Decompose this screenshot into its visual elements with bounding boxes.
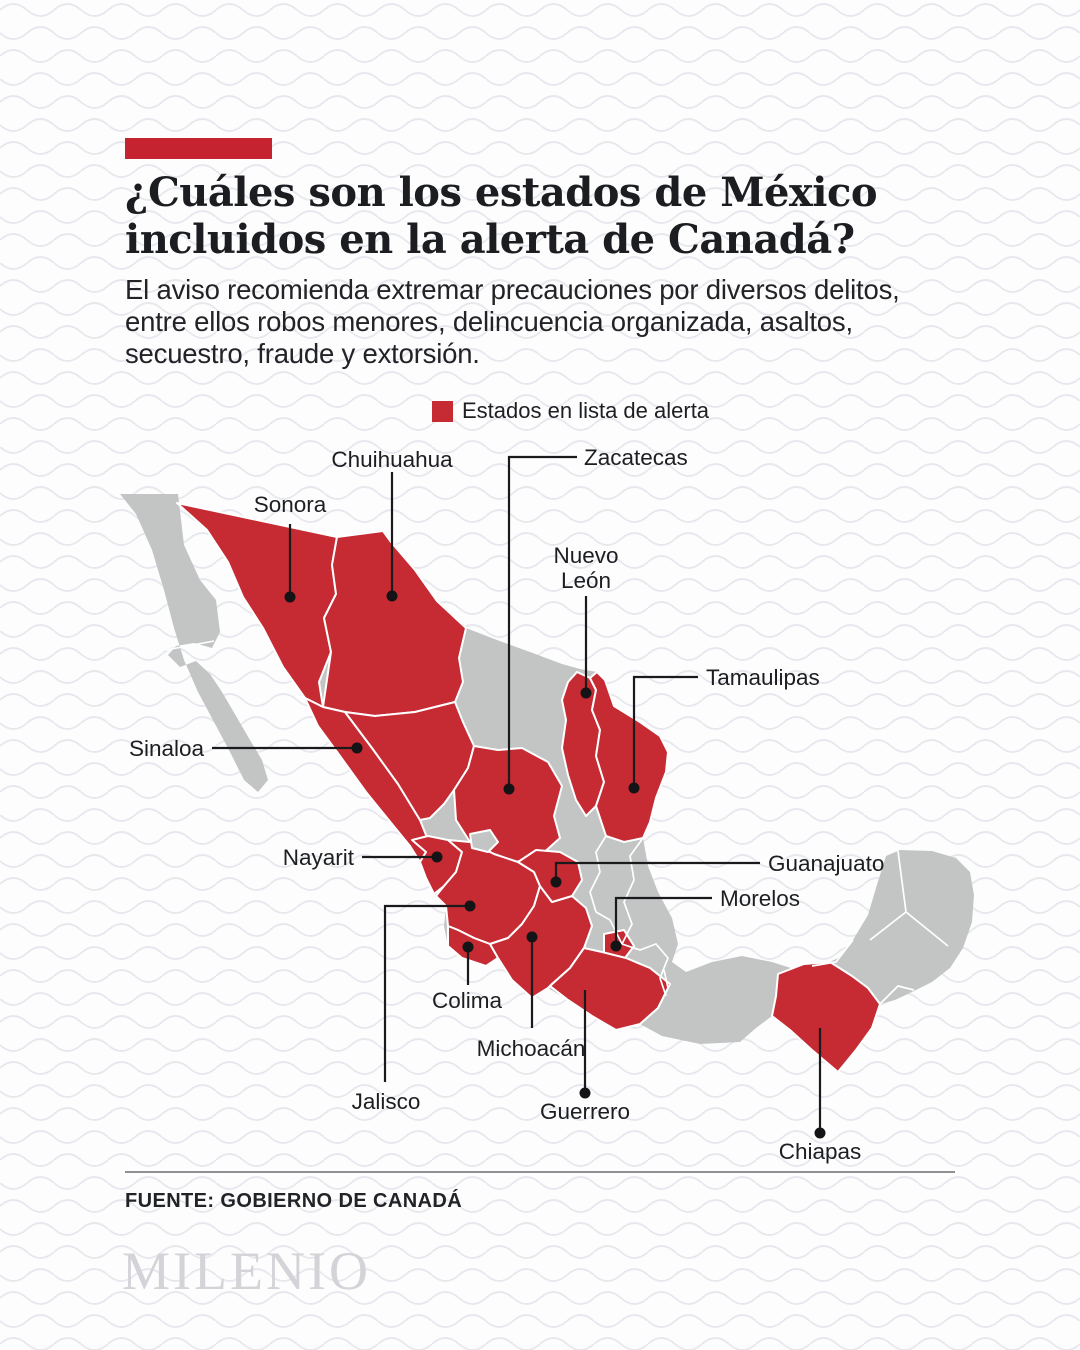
dot-nuevo-leon	[580, 687, 592, 699]
border-yucatan-qroo	[905, 911, 949, 947]
dot-michoacan	[526, 931, 538, 943]
page-title-line1: ¿Cuáles son los estados de México	[125, 169, 878, 216]
state-label-michoacan: Michoacán	[476, 1036, 586, 1061]
dot-guanajuato	[550, 876, 562, 888]
border-hidalgo	[589, 835, 607, 913]
border-puebla-oaxaca	[621, 942, 669, 997]
state-label-nuevo-leon: Nuevo León	[553, 543, 619, 593]
border-chiapas-guatemala-side	[879, 985, 915, 1005]
subtitle-line3: secuestro, fraude y extorsión.	[125, 338, 480, 369]
border-tabasco-campeche	[811, 939, 854, 967]
dot-sonora	[284, 591, 296, 603]
leader-jalisco	[383, 904, 470, 1082]
legend-swatch-icon	[432, 400, 453, 422]
state-label-guerrero: Guerrero	[539, 1099, 631, 1124]
dot-zacatecas	[503, 783, 515, 795]
state-label-jalisco: Jalisco	[351, 1089, 421, 1114]
dot-jalisco	[464, 900, 476, 912]
dot-sinaloa	[351, 742, 363, 754]
page-title-line2: incluidos en la alerta de Canadá?	[125, 216, 855, 263]
border-veracruz-west	[621, 837, 644, 945]
dot-chiapas	[814, 1127, 826, 1139]
state-label-tamaulipas: Tamaulipas	[706, 665, 820, 690]
dot-tamaulipas	[628, 782, 640, 794]
footer-divider	[125, 1171, 955, 1173]
region-baja-california	[120, 494, 268, 792]
state-label-zacatecas: Zacatecas	[584, 445, 688, 470]
dot-colima	[462, 941, 474, 953]
dot-nayarit	[431, 851, 443, 863]
border-baja-split	[165, 640, 215, 651]
leader-zacatecas	[507, 455, 577, 789]
dot-morelos	[610, 940, 622, 952]
legend-swatch	[432, 400, 453, 422]
dot-chihuahua	[386, 590, 398, 602]
leader-dots	[284, 590, 826, 1139]
state-chiapas	[771, 961, 881, 1073]
leader-tamaulipas	[632, 675, 698, 788]
state-label-nayarit: Nayarit	[282, 845, 354, 870]
state-label-chiapas: Chiapas	[778, 1139, 862, 1164]
state-label-sonora: Sonora	[253, 492, 327, 517]
milenio-logo: MILENIO	[122, 1241, 371, 1301]
state-label-chihuahua: Chuihuahua	[331, 447, 453, 472]
legend: Estados en lista de alerta	[432, 398, 709, 424]
legend-label: Estados en lista de alerta	[462, 398, 710, 423]
state-aguascalientes	[469, 829, 499, 853]
state-guerrero	[549, 947, 671, 1031]
state-label-sinaloa: Sinaloa	[128, 736, 204, 761]
state-label-morelos: Morelos	[720, 886, 801, 911]
leader-lines	[212, 455, 822, 1133]
state-label-guanajuato: Guanajuato	[768, 851, 885, 876]
leader-morelos	[614, 896, 712, 946]
subtitle-line2: entre ellos robos menores, delincuencia …	[125, 306, 853, 337]
state-label-colima: Colima	[431, 988, 503, 1013]
leader-guanajuato	[554, 861, 760, 882]
subtitle-line1: El aviso recomienda extremar precaucione…	[125, 274, 900, 305]
internal-borders	[589, 835, 949, 1009]
accent-bar	[125, 138, 272, 159]
border-guerrero-oaxaca	[657, 969, 669, 1009]
state-chihuahua	[322, 530, 467, 717]
alert-states-group	[176, 502, 881, 1073]
source-credit: FUENTE: GOBIERNO DE CANADÁ	[125, 1190, 463, 1212]
dot-guerrero	[579, 1087, 591, 1099]
border-yucatan-stem	[897, 850, 907, 913]
border-edomex	[595, 911, 623, 945]
state-tamaulipas	[589, 671, 669, 843]
border-yucatan-campeche	[869, 911, 907, 941]
